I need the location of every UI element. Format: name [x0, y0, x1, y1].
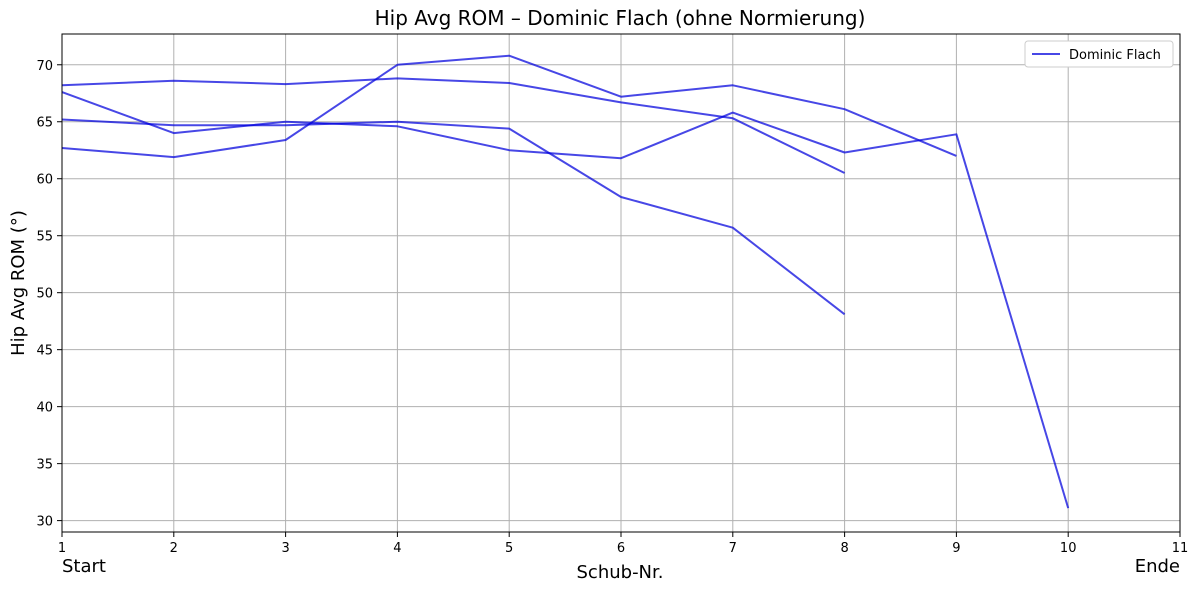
- series-lines: [61, 54, 1070, 509]
- start-label: Start: [62, 556, 106, 577]
- legend-label: Dominic Flach: [1069, 48, 1161, 63]
- x-tick-label: 9: [952, 541, 960, 556]
- x-tick-label: 11: [1172, 541, 1189, 556]
- y-tick-label: 40: [36, 401, 53, 416]
- series-line-4: [61, 118, 846, 316]
- series-line-2: [61, 77, 846, 174]
- y-tick-label: 30: [36, 515, 53, 530]
- y-tick-label: 65: [36, 116, 53, 131]
- y-axis-label: Hip Avg ROM (°): [8, 210, 29, 356]
- x-tick-label: 6: [617, 541, 625, 556]
- y-axis-ticks: 30 35 40 45 50 55 60 65 70: [36, 59, 62, 530]
- y-tick-label: 70: [36, 59, 53, 74]
- x-tick-label: 2: [170, 541, 178, 556]
- x-axis-label: Schub-Nr.: [577, 562, 664, 583]
- y-tick-label: 45: [36, 344, 53, 359]
- x-tick-label: 5: [505, 541, 513, 556]
- x-tick-label: 10: [1060, 541, 1077, 556]
- chart-title: Hip Avg ROM – Dominic Flach (ohne Normie…: [375, 6, 866, 30]
- x-tick-label: 8: [840, 541, 848, 556]
- series-line-1: [61, 91, 1070, 509]
- series-line-3: [61, 54, 957, 159]
- legend: Dominic Flach: [1024, 40, 1174, 68]
- x-axis-ticks: 1 2 3 4 5 6 7 8 9 10 11: [58, 532, 1188, 556]
- grid-lines: [61, 34, 1181, 532]
- y-tick-label: 35: [36, 458, 53, 473]
- x-tick-label: 7: [729, 541, 737, 556]
- legend-box: [1024, 40, 1174, 68]
- x-tick-label: 1: [58, 541, 66, 556]
- end-label: Ende: [1135, 556, 1180, 577]
- x-tick-label: 4: [393, 541, 401, 556]
- y-tick-label: 55: [36, 230, 53, 245]
- y-tick-label: 50: [36, 287, 53, 302]
- x-tick-label: 3: [281, 541, 289, 556]
- y-tick-label: 60: [36, 173, 53, 188]
